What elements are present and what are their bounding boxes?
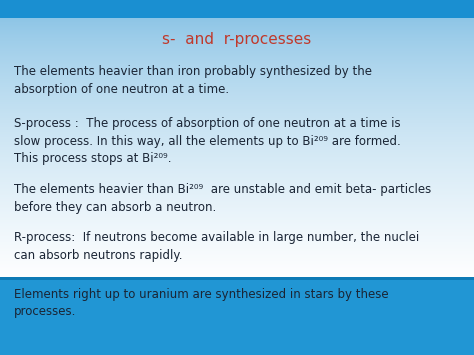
Text: The elements heavier than iron probably synthesized by the
absorption of one neu: The elements heavier than iron probably …	[14, 65, 372, 95]
Text: The elements heavier than Bi²⁰⁹  are unstable and emit beta- particles
before th: The elements heavier than Bi²⁰⁹ are unst…	[14, 183, 431, 213]
Text: s-  and  r-processes: s- and r-processes	[163, 32, 311, 47]
Text: S-process :  The process of absorption of one neutron at a time is
slow process.: S-process : The process of absorption of…	[14, 117, 401, 165]
Text: Elements right up to uranium are synthesized in stars by these
processes.: Elements right up to uranium are synthes…	[14, 288, 389, 318]
Text: R-process:  If neutrons become available in large number, the nuclei
can absorb : R-process: If neutrons become available …	[14, 231, 419, 262]
Bar	[0, 277, 474, 280]
Bar	[0, 280, 474, 355]
Bar	[0, 0, 474, 18]
